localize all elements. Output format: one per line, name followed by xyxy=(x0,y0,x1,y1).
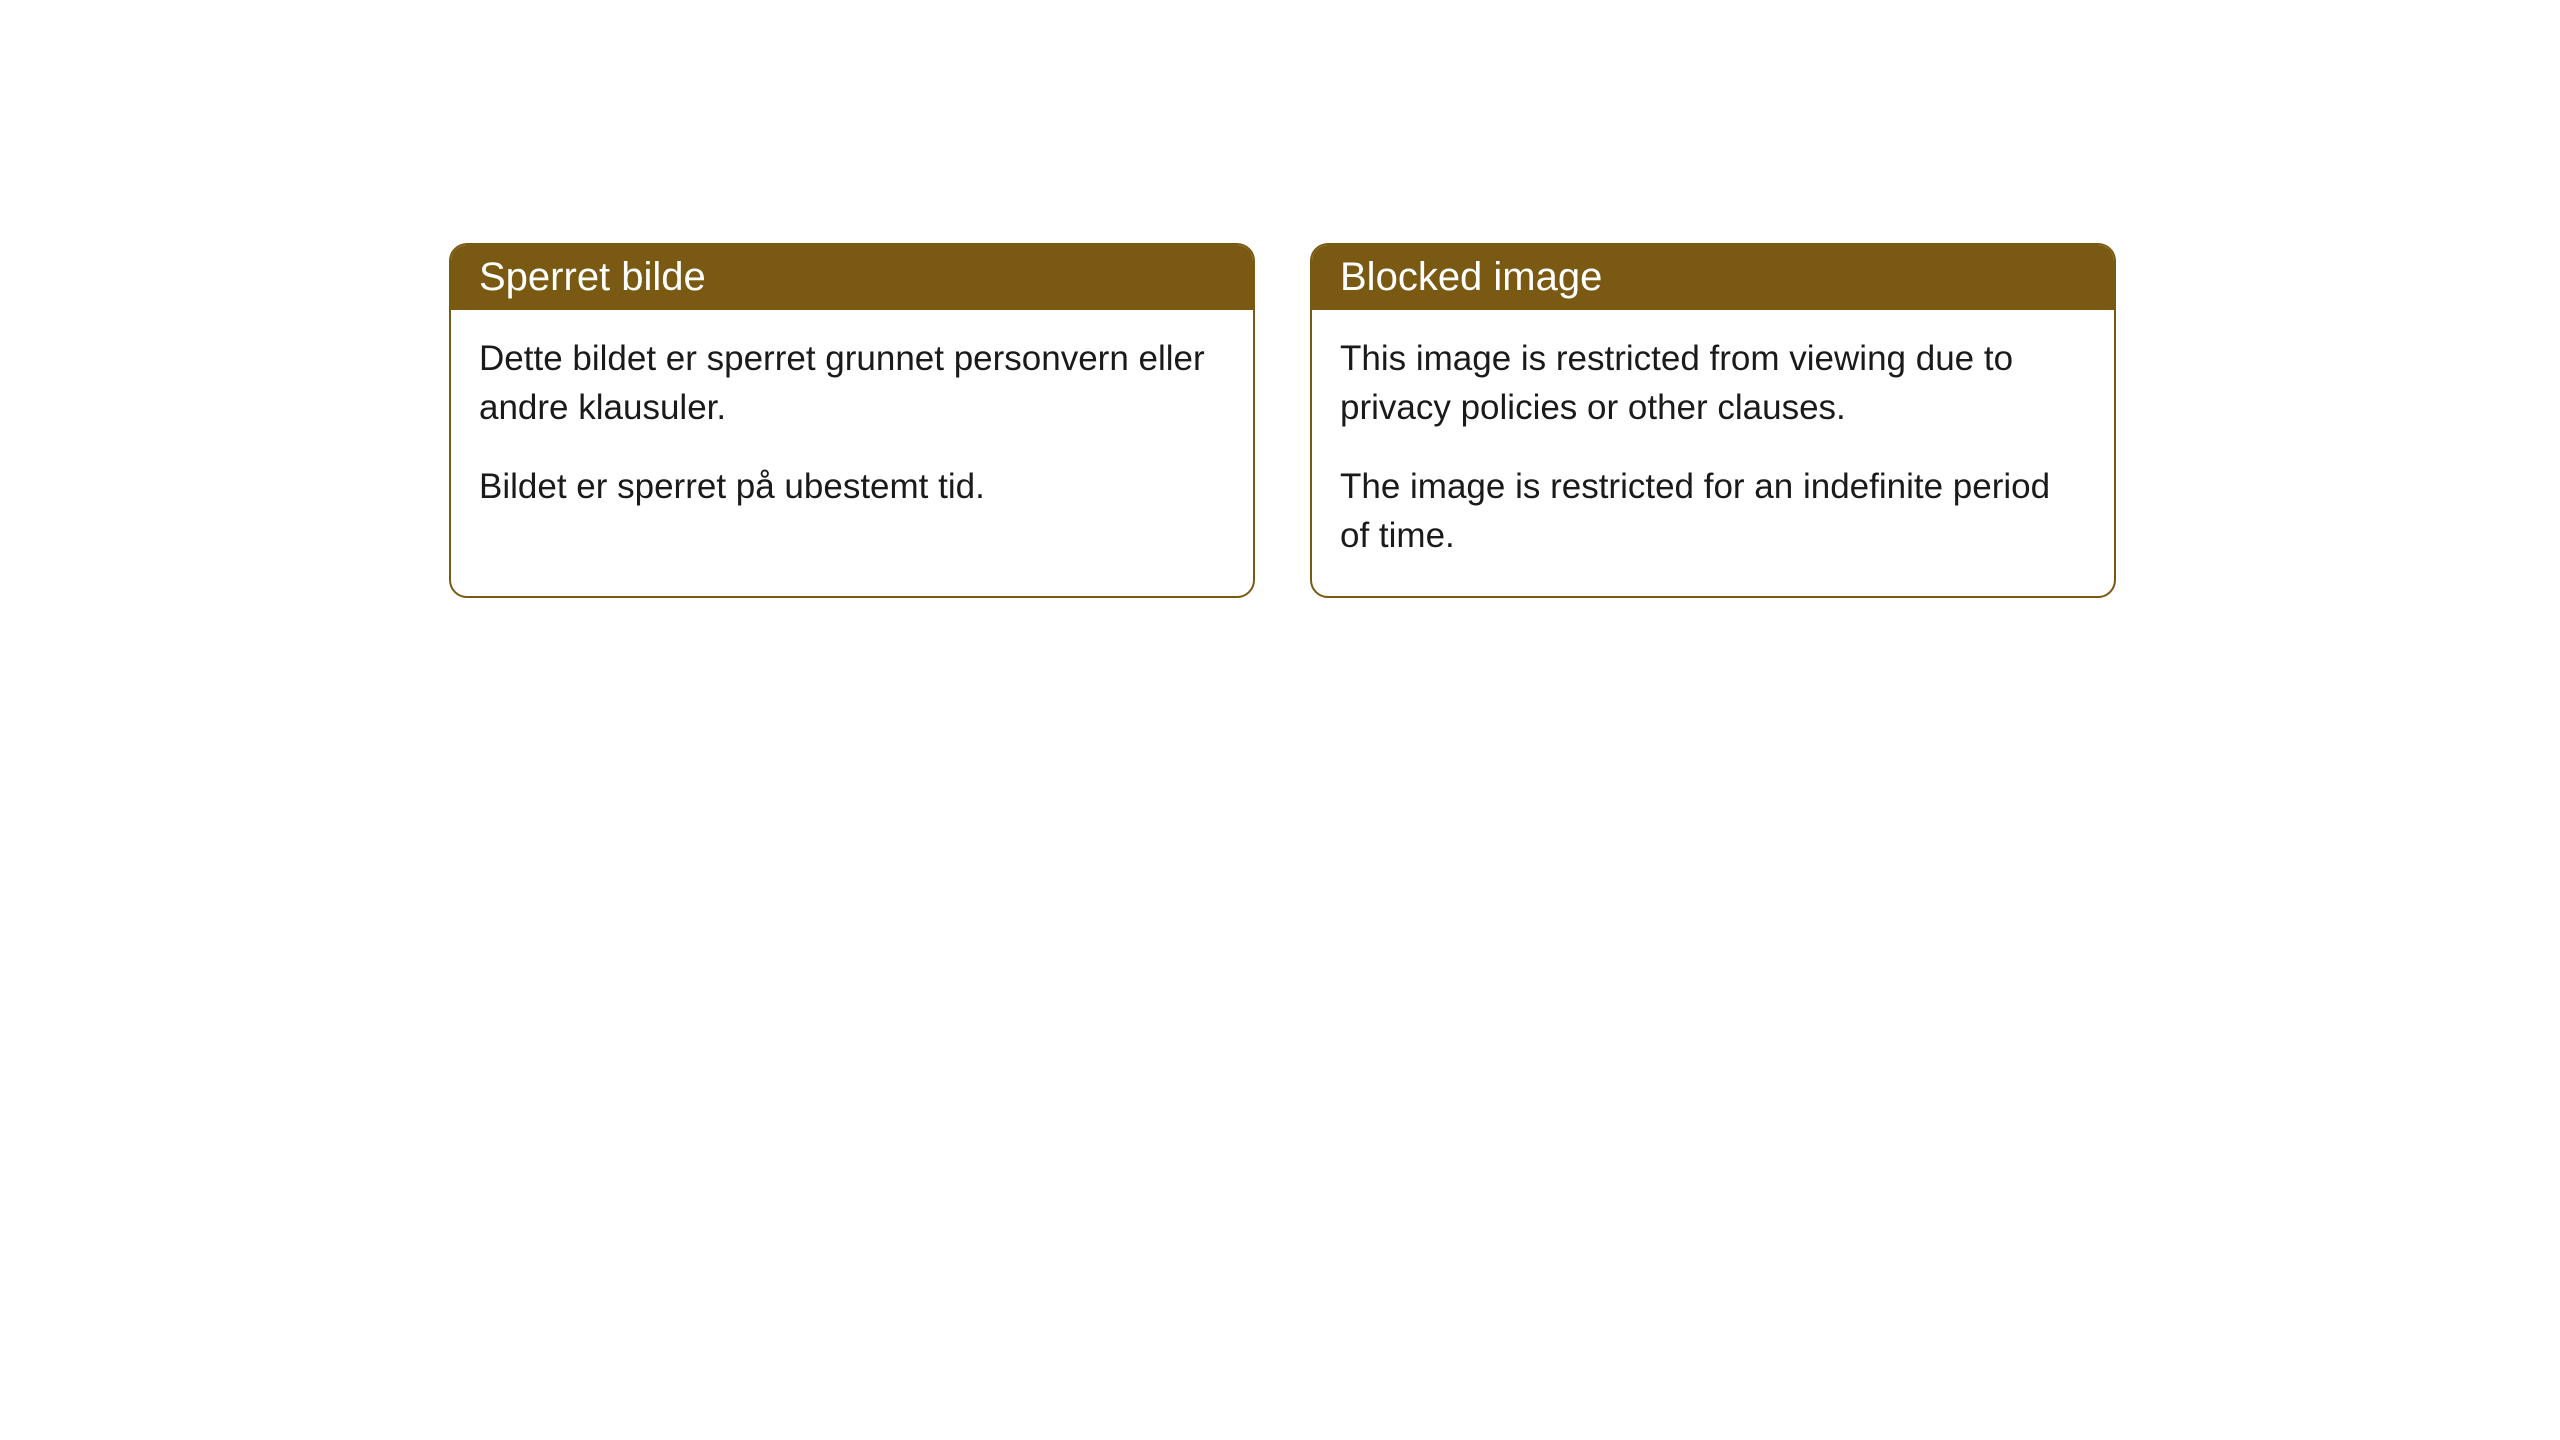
card-title-english: Blocked image xyxy=(1340,255,1602,299)
card-header-norwegian: Sperret bilde xyxy=(451,245,1253,310)
card-paragraph-1-norwegian: Dette bildet er sperret grunnet personve… xyxy=(479,334,1225,432)
card-paragraph-2-norwegian: Bildet er sperret på ubestemt tid. xyxy=(479,462,1225,511)
card-norwegian: Sperret bilde Dette bildet er sperret gr… xyxy=(449,243,1255,598)
card-paragraph-1-english: This image is restricted from viewing du… xyxy=(1340,334,2086,432)
cards-container: Sperret bilde Dette bildet er sperret gr… xyxy=(449,243,2116,598)
card-paragraph-2-english: The image is restricted for an indefinit… xyxy=(1340,462,2086,560)
card-header-english: Blocked image xyxy=(1312,245,2114,310)
card-title-norwegian: Sperret bilde xyxy=(479,255,706,299)
card-body-english: This image is restricted from viewing du… xyxy=(1312,310,2114,596)
card-english: Blocked image This image is restricted f… xyxy=(1310,243,2116,598)
card-body-norwegian: Dette bildet er sperret grunnet personve… xyxy=(451,310,1253,547)
